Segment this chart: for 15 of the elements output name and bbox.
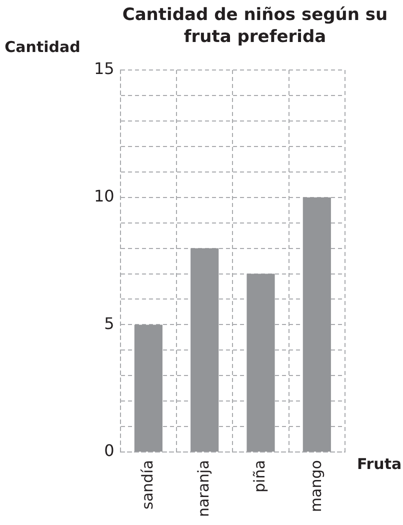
bar (134, 324, 162, 452)
y-axis-title: Cantidad (4, 38, 80, 56)
bar (190, 248, 219, 452)
x-axis-title: Fruta (357, 454, 402, 473)
x-tick-label: piña (250, 460, 269, 492)
bar (302, 197, 331, 452)
y-tick-label: 15 (94, 59, 114, 78)
bar (246, 274, 275, 452)
y-tick-label: 10 (94, 186, 114, 206)
chart-title: Cantidad de niños según su fruta preferida (121, 4, 389, 48)
x-tick-label: mango (306, 460, 325, 512)
x-tick-label: naranja (194, 460, 212, 518)
y-tick-label: 0 (104, 441, 114, 460)
x-tick-label: sandía (138, 460, 156, 510)
y-tick-label: 5 (104, 314, 114, 333)
